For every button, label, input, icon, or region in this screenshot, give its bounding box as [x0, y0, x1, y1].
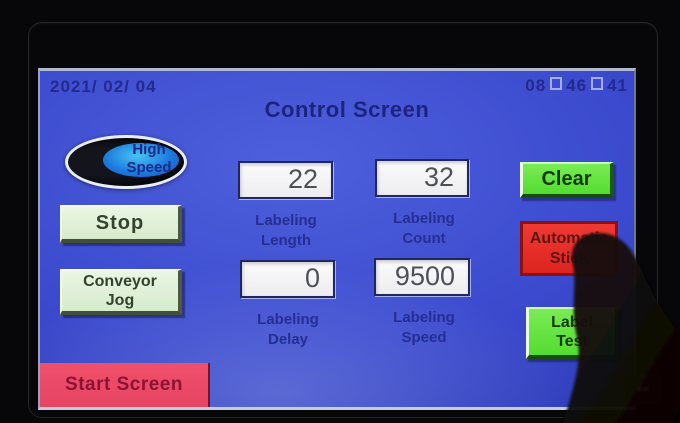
back-button[interactable]: ⬅ [624, 375, 661, 404]
high-speed-label: High Speed [126, 141, 172, 176]
touchscreen: 2021/ 02/ 04 08 46 41 Control Screen Hig… [38, 68, 661, 410]
labeling-delay-field[interactable] [240, 260, 335, 298]
high-speed-lamp-icon [103, 143, 179, 177]
back-arrow-icon: ⬅ [635, 380, 650, 398]
time-display: 08 46 41 [525, 76, 628, 96]
labeling-length-field[interactable] [238, 161, 333, 199]
time-hours: 08 [525, 76, 547, 95]
time-minutes: 46 [566, 76, 588, 95]
clear-button[interactable]: Clear [520, 162, 614, 198]
stop-button[interactable]: Stop [60, 205, 182, 243]
labeling-count-label: Labeling Count [393, 210, 455, 247]
date-display: 2021/ 02/ 04 [50, 77, 157, 96]
start-screen-button[interactable]: Start Screen [40, 363, 210, 407]
labeling-speed-label: Labeling Speed [393, 309, 455, 346]
time-separator-icon [591, 76, 604, 90]
page-title: Control Screen [264, 97, 430, 122]
label-test-button[interactable]: Label Test [526, 307, 619, 359]
time-seconds: 41 [607, 76, 628, 95]
labeling-count-field[interactable] [375, 159, 469, 197]
labeling-speed-field[interactable] [374, 258, 470, 296]
time-separator-icon [550, 76, 563, 90]
labeling-delay-label: Labeling Delay [257, 311, 319, 348]
high-speed-indicator[interactable]: High Speed [65, 135, 187, 189]
device-bezel [28, 22, 658, 418]
conveyor-jog-button[interactable]: Conveyor Jog [60, 269, 182, 315]
automatic-stick-button[interactable]: Automatic Stick [520, 221, 618, 276]
labeling-length-label: Labeling Length [255, 212, 317, 249]
